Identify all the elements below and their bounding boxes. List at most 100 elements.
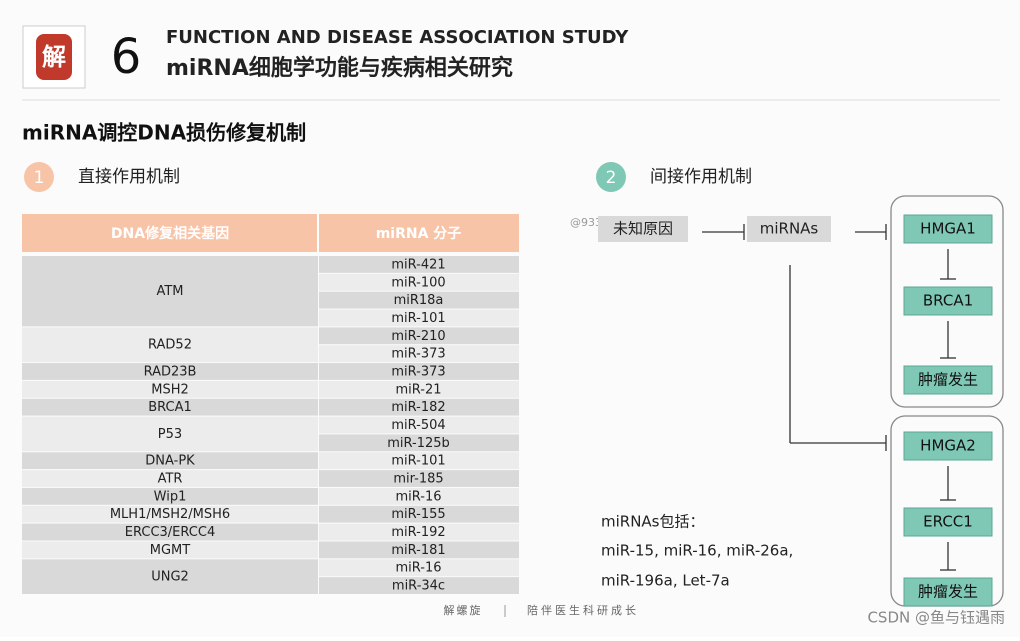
mirna-name: miR-192 <box>391 525 445 540</box>
node-label: 肿瘤发生 <box>918 583 978 601</box>
node-label: HMGA1 <box>920 220 976 238</box>
cause-box <box>598 216 688 242</box>
gene-name: RAD52 <box>148 338 192 353</box>
node-label: ERCC1 <box>923 513 973 531</box>
footer-right: 陪伴医生科研成长 <box>527 603 639 617</box>
mirna-cell <box>319 523 519 541</box>
note-line: miR-196a, Let-7a <box>601 572 730 590</box>
gene-cell <box>22 256 318 327</box>
gene-cell <box>22 416 318 452</box>
note-line: miRNAs包括： <box>601 513 705 531</box>
node-box <box>903 431 993 461</box>
mirna-name: miR-100 <box>391 275 445 290</box>
gene-cell <box>22 505 318 523</box>
mirna-name: miR-16 <box>395 561 441 576</box>
mirna-name: miR18a <box>394 293 444 308</box>
mirna-name: miR-101 <box>391 454 445 469</box>
mirnas-label: miRNAs <box>760 220 819 238</box>
footer-left: 解螺旋 <box>444 603 483 617</box>
mirna-name: miR-34c <box>392 579 445 594</box>
gene-name: Wip1 <box>154 489 187 504</box>
mirna-name: miR-373 <box>391 347 445 362</box>
gene-cell <box>22 363 318 380</box>
mirna-cell <box>319 541 519 559</box>
gene-cell <box>22 559 318 594</box>
mirna-cell <box>319 505 519 523</box>
note-line: miR-15, miR-16, miR-26a, <box>601 542 793 560</box>
mirna-cell <box>319 256 519 273</box>
section-number: 6 <box>111 29 142 85</box>
mirna-name: miR-182 <box>391 400 445 415</box>
credit: CSDN @鱼与钰遇雨 <box>867 609 1005 627</box>
mirna-name: miR-16 <box>395 489 441 504</box>
mirna-name: miR-421 <box>391 257 445 272</box>
node-label: 肿瘤发生 <box>918 371 978 389</box>
mirna-cell <box>319 416 519 434</box>
badge <box>24 162 54 192</box>
gene-cell <box>22 470 318 487</box>
node-box <box>903 577 993 607</box>
mirna-cell <box>319 273 519 291</box>
mirna-cell <box>319 452 519 470</box>
mirna-name: miR-373 <box>391 364 445 379</box>
gene-name: UNG2 <box>151 570 189 585</box>
gene-name: MSH2 <box>151 382 189 397</box>
mirna-cell <box>319 470 519 487</box>
table-header: miRNA 分子 <box>376 226 462 242</box>
mirnas-box <box>747 216 831 242</box>
badge-number: 1 <box>34 168 45 188</box>
mirna-name: miR-210 <box>391 329 445 344</box>
mirna-cell <box>319 487 519 505</box>
node-box <box>903 286 993 316</box>
mirna-name: miR-181 <box>391 543 445 558</box>
gene-name: BRCA1 <box>148 400 192 415</box>
node-box <box>903 507 993 537</box>
mirna-name: miR-504 <box>391 418 445 433</box>
mirna-cell <box>319 380 519 398</box>
title-cn: miRNA细胞学功能与疾病相关研究 <box>166 55 513 81</box>
node-box <box>903 365 993 395</box>
mirna-cell <box>319 345 519 363</box>
node-label: BRCA1 <box>923 292 973 310</box>
gene-name: ATR <box>158 472 183 487</box>
mirna-name: miR-125b <box>387 436 450 451</box>
node-box <box>903 214 993 244</box>
table-header-bg <box>22 214 519 252</box>
mirna-cell <box>319 577 519 594</box>
mirna-cell <box>319 434 519 452</box>
node-label: HMGA2 <box>920 437 976 455</box>
subheading: 间接作用机制 <box>650 167 752 187</box>
mirna-cell <box>319 327 519 345</box>
mirna-cell <box>319 309 519 327</box>
mirna-name: miR-21 <box>395 382 441 397</box>
mirna-cell <box>319 398 519 416</box>
group-frame <box>890 195 1004 408</box>
mirna-name: miR-155 <box>391 507 445 522</box>
gene-name: ATM <box>156 284 183 299</box>
mirna-name: mir-185 <box>393 472 443 487</box>
mirna-name: miR-101 <box>391 311 445 326</box>
gene-cell <box>22 541 318 559</box>
mirna-cell <box>319 559 519 577</box>
gene-cell <box>22 452 318 470</box>
table: DNA修复相关基因 miRNA 分子 ATM miR-421 miR-100 miR18a… <box>22 214 519 594</box>
section-title: miRNA调控DNA损伤修复机制 <box>22 121 306 145</box>
badge <box>596 162 626 192</box>
logo-text: 解 <box>42 43 66 71</box>
gene-name: RAD23B <box>144 364 197 379</box>
subheading: 直接作用机制 <box>78 167 180 187</box>
mirna-cell <box>319 363 519 380</box>
logo-stamp <box>36 34 72 80</box>
gene-name: ERCC3/ERCC4 <box>125 525 215 540</box>
mirna-cell <box>319 291 519 309</box>
gene-name: MGMT <box>150 543 191 558</box>
gene-cell <box>22 523 318 541</box>
gene-name: DNA-PK <box>145 454 195 469</box>
gene-cell <box>22 380 318 398</box>
gene-cell <box>22 327 318 363</box>
gene-cell <box>22 398 318 416</box>
badge-number: 2 <box>606 168 617 188</box>
gene-cell <box>22 487 318 505</box>
